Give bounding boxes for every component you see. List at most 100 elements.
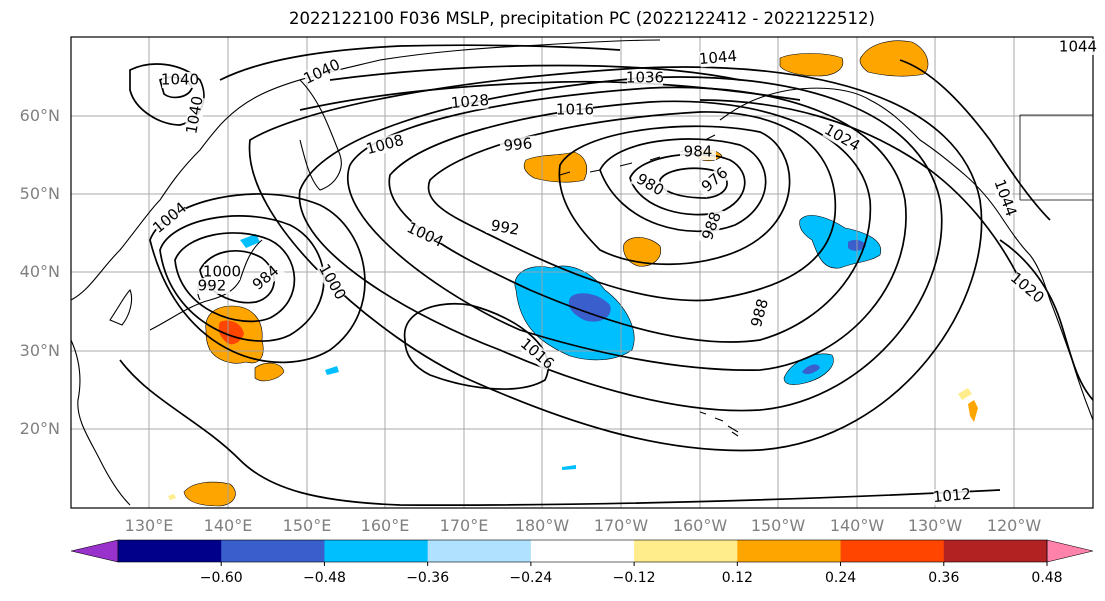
precip-blob-positive-south-3 <box>958 388 972 400</box>
colorbar-tick-label: 0.12 <box>722 570 753 586</box>
mslp-contour-label: 1012 <box>932 485 972 506</box>
colorbar-tick-label: −0.24 <box>509 570 552 586</box>
mslp-contour-label-bg <box>485 216 525 240</box>
mslp-contour-label: 1028 <box>450 91 490 112</box>
mslp-contour-label-bg <box>822 122 862 154</box>
mslp-contour-label-bg <box>699 48 737 68</box>
lat-label-50n: 50°N <box>20 184 60 203</box>
mslp-contour-988 <box>558 125 791 266</box>
lon-label-160w: 160°W <box>673 516 728 535</box>
colorbar-cell <box>530 540 635 562</box>
lon-label-120w: 120°W <box>987 516 1042 535</box>
colorbar-frame <box>117 539 1048 563</box>
colorbar-cell <box>840 540 945 562</box>
mslp-contour-1040-north <box>219 44 621 81</box>
mslp-contour-label: 992 <box>489 216 520 239</box>
mslp-contour-label-bg <box>316 262 348 302</box>
mslp-contour-label-bg <box>162 72 198 88</box>
mslp-contour-label-bg <box>680 144 716 160</box>
coastline-alaska <box>719 87 1001 216</box>
lon-label-170e: 170°E <box>440 516 489 535</box>
lon-label-170w: 170°W <box>594 516 649 535</box>
mslp-contour-1012 <box>119 359 1001 506</box>
precip-blob-positive-south-1 <box>183 481 236 507</box>
colorbar-cell <box>221 540 325 562</box>
mslp-contour-west-low-988 <box>174 232 296 323</box>
lat-label-20n: 20°N <box>20 419 60 438</box>
mslp-contour-label-bg <box>405 220 445 250</box>
coastline-korea <box>109 289 133 326</box>
mslp-contour-label-bg <box>1060 39 1096 55</box>
lon-label-130w: 130°W <box>908 516 963 535</box>
colorbar: −0.60 −0.48 −0.36 −0.24 −0.12 0.12 0.24 0.36 0.4… <box>70 539 1094 586</box>
mslp-contour-label: 1040 <box>161 71 199 89</box>
mslp-contour-1004 <box>298 76 943 412</box>
figure-title: 2022122100 F036 MSLP, precipitation PC (… <box>289 9 875 28</box>
colorbar-extend-max <box>1046 539 1094 563</box>
mslp-contour-label-bg <box>499 135 537 155</box>
mslp-contour-label-bg <box>1008 270 1046 306</box>
precip-blob-positive-south-2 <box>968 400 978 422</box>
mslp-contour-label: 1000 <box>203 263 241 281</box>
mslp-contour-976 <box>659 167 728 199</box>
precip-blob-negative-central-core <box>568 293 611 322</box>
mslp-contour-1016-south <box>403 302 549 390</box>
mslp-contour-992 <box>427 111 837 302</box>
mslp-contour-label: 1044 <box>1059 38 1097 56</box>
colorbar-cell <box>118 540 222 562</box>
colorbar-ticks: −0.60 −0.48 −0.36 −0.24 −0.12 0.12 0.24 0.36 0.4… <box>200 562 1063 586</box>
mslp-contour-label: 1044 <box>698 47 738 68</box>
precip-blob-positive-aleutian <box>523 151 587 183</box>
mslp-contour-label-bg <box>696 162 734 198</box>
mslp-contour-west-low-992 <box>159 215 325 342</box>
colorbar-tick-label: 0.36 <box>928 570 959 586</box>
colorbar-extend-min <box>70 539 119 563</box>
precip-blob-positive-bering <box>779 53 844 77</box>
precip-blob-negative-small-1 <box>325 366 339 375</box>
lat-label-40n: 40°N <box>20 262 60 281</box>
colorbar-tick-label: −0.12 <box>613 570 656 586</box>
mslp-contour-1008 <box>248 66 983 452</box>
map-frame <box>70 36 1094 509</box>
colorbar-tick-label: −0.60 <box>200 570 243 586</box>
mslp-contour-label: 996 <box>503 134 533 154</box>
mslp-contour-label-bg <box>627 70 663 86</box>
mslp-contour-label-bg <box>698 206 726 246</box>
lat-axis-labels: 60°N 50°N 40°N 30°N 20°N <box>20 106 60 438</box>
precip-blob-positive-japan-2 <box>254 362 285 382</box>
mslp-contour-label-bg <box>933 486 971 506</box>
mslp-contour-label-bg <box>183 95 207 135</box>
mslp-contour-label-bg <box>302 57 342 87</box>
mslp-contour-label-bg <box>247 260 285 296</box>
mslp-contour-1020 <box>999 239 1093 401</box>
lat-label-30n: 30°N <box>20 341 60 360</box>
colorbar-cells <box>70 539 1094 563</box>
mslp-contour-west-low-1000 <box>149 193 366 364</box>
precip-blob-negative-east-core <box>802 364 820 375</box>
mslp-contour-label-bg <box>451 92 489 112</box>
mslp-contour-label-bg <box>204 264 240 280</box>
colorbar-cell <box>324 540 429 562</box>
mslp-contour-980 <box>629 153 746 216</box>
mslp-contour-west-low-984 <box>199 250 275 304</box>
lon-label-140w: 140°W <box>830 516 885 535</box>
mslp-contour-1000 <box>347 86 907 371</box>
lon-axis-labels: 130°E 140°E 150°E 160°E 170°E 180°W 170°… <box>125 516 1042 535</box>
mslp-contour-label: 1036 <box>626 69 664 87</box>
mslp-contour-label-bg <box>747 293 773 333</box>
lon-label-140e: 140°E <box>204 516 253 535</box>
mslp-contour-label: 1016 <box>556 101 594 119</box>
lon-label-150w: 150°W <box>751 516 806 535</box>
colorbar-cell <box>427 540 532 562</box>
coastline-china-coast <box>71 339 131 506</box>
map-panel <box>71 37 1093 508</box>
precip-blob-positive-alaska-north <box>859 40 929 77</box>
colorbar-tick-label: 0.24 <box>825 570 856 586</box>
mslp-contour-label: 984 <box>684 143 713 161</box>
coastline-kamchatka <box>299 79 342 191</box>
mslp-contour-label-bg <box>365 132 405 158</box>
lon-label-180w: 180°W <box>515 516 570 535</box>
mslp-contour-label-bg <box>151 200 189 236</box>
